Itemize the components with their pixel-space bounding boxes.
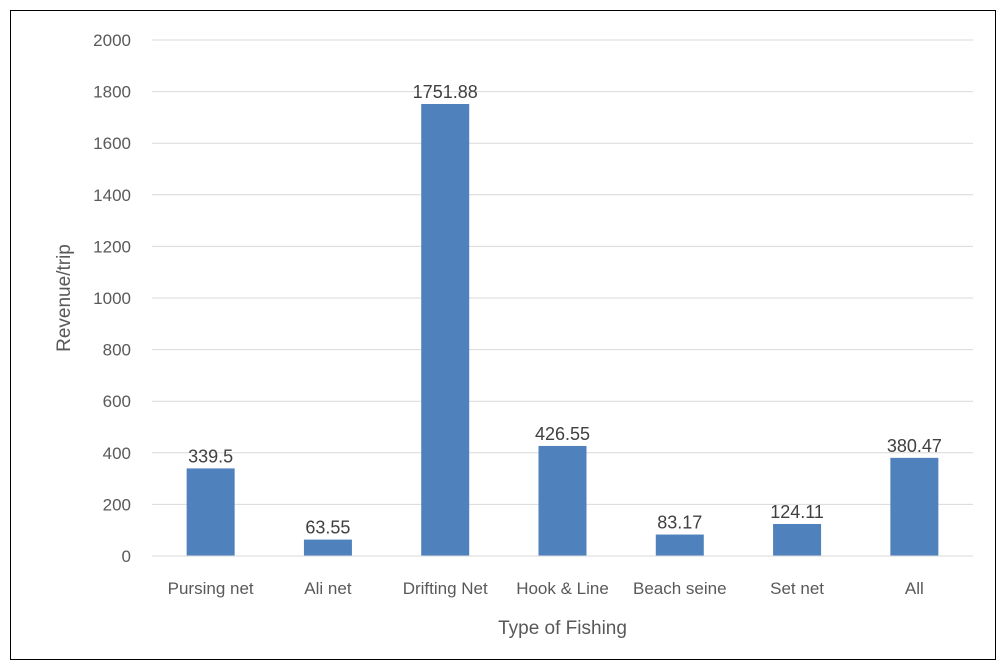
y-axis-ticks: 0 200 400 600 800 1000 1200 1400 1600 1800 2000 [93,31,131,566]
x-tick-label: Pursing net [168,579,254,598]
x-tick-label: Set net [770,579,824,598]
bar [186,468,235,556]
bar-data-label: 380.47 [887,436,942,456]
bar [890,457,939,556]
y-tick-label: 1200 [93,237,131,256]
y-tick-label: 0 [122,547,131,566]
x-axis-ticks: Pursing net Ali net Drifting Net Hook & Lin… [168,579,924,598]
x-tick-label: Beach seine [633,579,727,598]
bar-data-label: 1751.88 [413,82,478,102]
x-axis-title: Type of Fishing [498,618,627,639]
gridlines [152,39,973,505]
y-tick-label: 200 [103,495,131,514]
y-tick-label: 1800 [93,83,131,102]
y-tick-label: 1600 [93,134,131,153]
x-tick-label: All [905,579,924,598]
data-labels: 339.5 63.55 1751.88 426.55 83.17 124.11 380.47 [188,82,942,538]
bar [421,104,470,557]
bar-data-label: 63.55 [305,518,350,538]
bar [303,539,352,556]
y-tick-label: 800 [103,341,131,360]
y-axis-title: Revenue/trip [54,244,75,352]
bar [655,534,704,556]
bar-data-label: 339.5 [188,446,233,466]
y-tick-label: 600 [103,392,131,411]
y-tick-label: 400 [103,444,131,463]
x-tick-label: Hook & Line [516,579,609,598]
x-tick-label: Ali net [304,579,352,598]
chart-frame [10,10,996,660]
bar-data-label: 83.17 [657,513,702,533]
bar [538,445,587,556]
x-tick-label: Drifting Net [403,579,488,598]
y-tick-label: 1400 [93,186,131,205]
bar [773,523,822,556]
bars [186,104,939,557]
y-tick-label: 1000 [93,289,131,308]
y-tick-label: 2000 [93,31,131,50]
bar-data-label: 124.11 [770,502,824,522]
bar-data-label: 426.55 [535,424,590,444]
